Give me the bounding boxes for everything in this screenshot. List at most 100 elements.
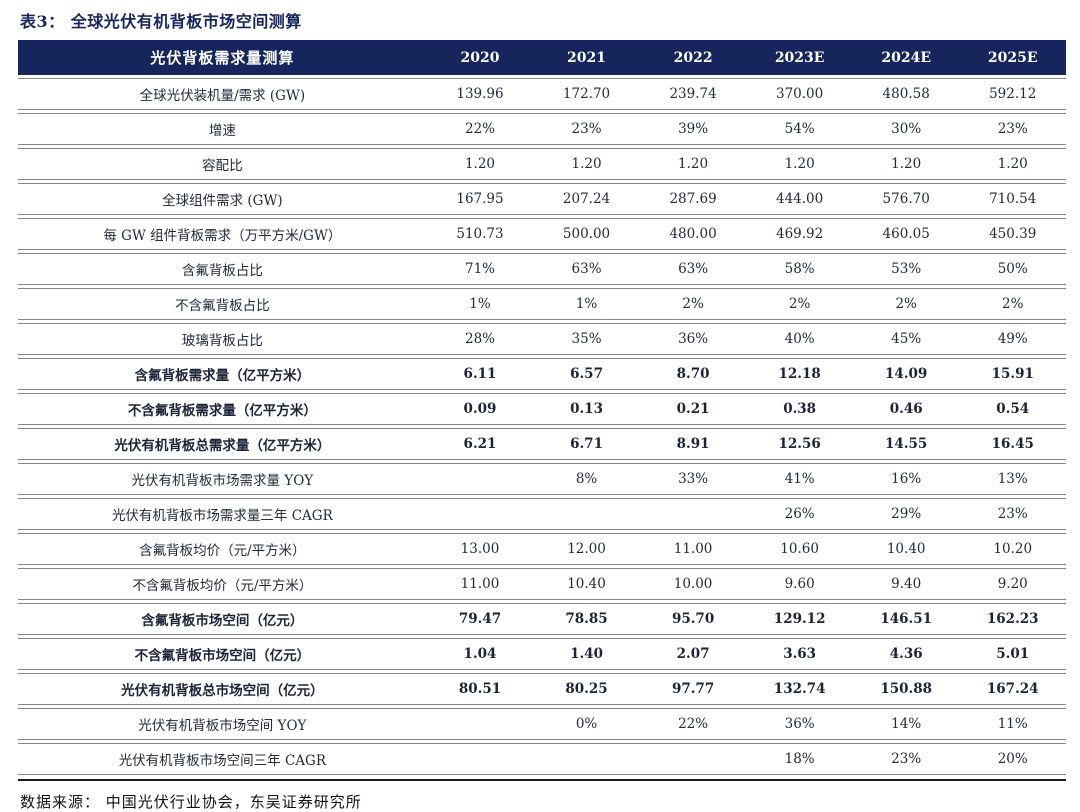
cell-value: 0.09: [426, 393, 534, 425]
cell-value: [426, 463, 534, 495]
table-row: 含氟背板占比 71% 63% 63% 58% 53% 50%: [18, 253, 1066, 285]
table-row: 光伏有机背板市场空间三年 CAGR 18% 23% 20%: [18, 743, 1066, 775]
cell-value: 0.21: [639, 393, 747, 425]
cell-value: 150.88: [852, 673, 960, 705]
cell-value: 26%: [746, 498, 853, 530]
table-row: 光伏有机背板市场需求量三年 CAGR 26% 29% 23%: [18, 498, 1066, 530]
cell-value: 80.25: [533, 673, 640, 705]
cell-value: 36%: [639, 323, 747, 355]
cell-value: 1.20: [746, 148, 853, 180]
cell-value: 444.00: [746, 183, 853, 215]
cell-value: 10.00: [639, 568, 747, 600]
cell-value: 39%: [639, 113, 747, 145]
cell-value: 12.56: [746, 428, 853, 460]
row-label: 不含氟背板均价（元/平方米）: [18, 568, 427, 600]
cell-value: 510.73: [426, 218, 534, 250]
table-row: 含氟背板市场空间（亿元） 79.47 78.85 95.70 129.12 146.51 1…: [18, 603, 1066, 635]
cell-value: 9.20: [959, 568, 1066, 600]
cell-value: 12.00: [533, 533, 640, 565]
row-label: 不含氟背板占比: [18, 288, 427, 320]
cell-value: 63%: [533, 253, 640, 285]
cell-value: 8%: [533, 463, 640, 495]
row-label: 光伏有机背板总需求量（亿平方米）: [18, 428, 427, 460]
cell-value: [426, 498, 534, 530]
cell-value: [639, 743, 747, 775]
table-header-row: 光伏背板需求量测算 2020 2021 2022 2023E 2024E 202…: [18, 40, 1066, 75]
header-cell-2021: 2021: [533, 40, 640, 75]
cell-value: 49%: [959, 323, 1066, 355]
cell-value: 14.55: [852, 428, 960, 460]
cell-value: 0%: [533, 708, 640, 740]
table-row: 增速 22% 23% 39% 54% 30% 23%: [18, 113, 1066, 145]
cell-value: 469.92: [746, 218, 853, 250]
cell-value: 162.23: [959, 603, 1066, 635]
cell-value: 2%: [852, 288, 960, 320]
cell-value: 207.24: [533, 183, 640, 215]
cell-value: 14%: [852, 708, 960, 740]
cell-value: 576.70: [852, 183, 960, 215]
header-cell-2024e: 2024E: [852, 40, 960, 75]
cell-value: 40%: [746, 323, 853, 355]
cell-value: [533, 498, 640, 530]
cell-value: 0.13: [533, 393, 640, 425]
table-row: 全球光伏装机量/需求 (GW) 139.96 172.70 239.74 370.00 4…: [18, 78, 1066, 110]
cell-value: 12.18: [746, 358, 853, 390]
row-label: 容配比: [18, 148, 427, 180]
cell-value: 500.00: [533, 218, 640, 250]
cell-value: 6.71: [533, 428, 640, 460]
cell-value: 23%: [959, 113, 1066, 145]
cell-value: 139.96: [426, 78, 534, 110]
cell-value: 36%: [746, 708, 853, 740]
cell-value: 0.38: [746, 393, 853, 425]
table-row: 不含氟背板均价（元/平方米） 11.00 10.40 10.00 9.60 9.40 9.2…: [18, 568, 1066, 600]
cell-value: 4.36: [852, 638, 960, 670]
row-label: 全球光伏装机量/需求 (GW): [18, 78, 427, 110]
cell-value: 29%: [852, 498, 960, 530]
cell-value: 13%: [959, 463, 1066, 495]
cell-value: 1.04: [426, 638, 534, 670]
cell-value: 167.95: [426, 183, 534, 215]
header-cell-2025e: 2025E: [959, 40, 1066, 75]
table-body: 全球光伏装机量/需求 (GW) 139.96 172.70 239.74 370.00 4…: [18, 78, 1066, 775]
cell-value: 1.20: [639, 148, 747, 180]
cell-value: 10.60: [746, 533, 853, 565]
cell-value: 50%: [959, 253, 1066, 285]
table-row: 不含氟背板市场空间（亿元） 1.04 1.40 2.07 3.63 4.36 5.01: [18, 638, 1066, 670]
cell-value: [533, 743, 640, 775]
header-cell-2022: 2022: [639, 40, 747, 75]
cell-value: 239.74: [639, 78, 747, 110]
cell-value: 58%: [746, 253, 853, 285]
cell-value: 41%: [746, 463, 853, 495]
cell-value: 16.45: [959, 428, 1066, 460]
table-row: 容配比 1.20 1.20 1.20 1.20 1.20 1.20: [18, 148, 1066, 180]
table-title: 表3： 全球光伏有机背板市场空间测算: [20, 12, 302, 31]
cell-value: [426, 708, 534, 740]
table-row: 玻璃背板占比 28% 35% 36% 40% 45% 49%: [18, 323, 1066, 355]
cell-value: 710.54: [959, 183, 1066, 215]
cell-value: 79.47: [426, 603, 534, 635]
cell-value: 95.70: [639, 603, 747, 635]
row-label: 光伏有机背板市场空间 YOY: [18, 708, 427, 740]
row-label: 含氟背板需求量（亿平方米）: [18, 358, 427, 390]
cell-value: 11.00: [426, 568, 534, 600]
row-label: 含氟背板占比: [18, 253, 427, 285]
cell-value: 172.70: [533, 78, 640, 110]
cell-value: 6.21: [426, 428, 534, 460]
table-row: 不含氟背板需求量（亿平方米） 0.09 0.13 0.21 0.38 0.46 0.54: [18, 393, 1066, 425]
cell-value: 23%: [959, 498, 1066, 530]
table-row: 光伏有机背板总市场空间（亿元） 80.51 80.25 97.77 132.74 150.…: [18, 673, 1066, 705]
cell-value: 15.91: [959, 358, 1066, 390]
row-label: 光伏有机背板市场需求量三年 CAGR: [18, 498, 427, 530]
cell-value: 592.12: [959, 78, 1066, 110]
table-row: 每 GW 组件背板需求（万平方米/GW） 510.73 500.00 480.00 46…: [18, 218, 1066, 250]
cell-value: 1.20: [533, 148, 640, 180]
cell-value: 370.00: [746, 78, 853, 110]
cell-value: 18%: [746, 743, 853, 775]
table-row: 光伏有机背板市场空间 YOY 0% 22% 36% 14% 11%: [18, 708, 1066, 740]
header-cell-2023e: 2023E: [746, 40, 853, 75]
cell-value: 129.12: [746, 603, 853, 635]
cell-value: 450.39: [959, 218, 1066, 250]
header-cell-2020: 2020: [426, 40, 534, 75]
cell-value: 3.63: [746, 638, 853, 670]
row-label: 增速: [18, 113, 427, 145]
